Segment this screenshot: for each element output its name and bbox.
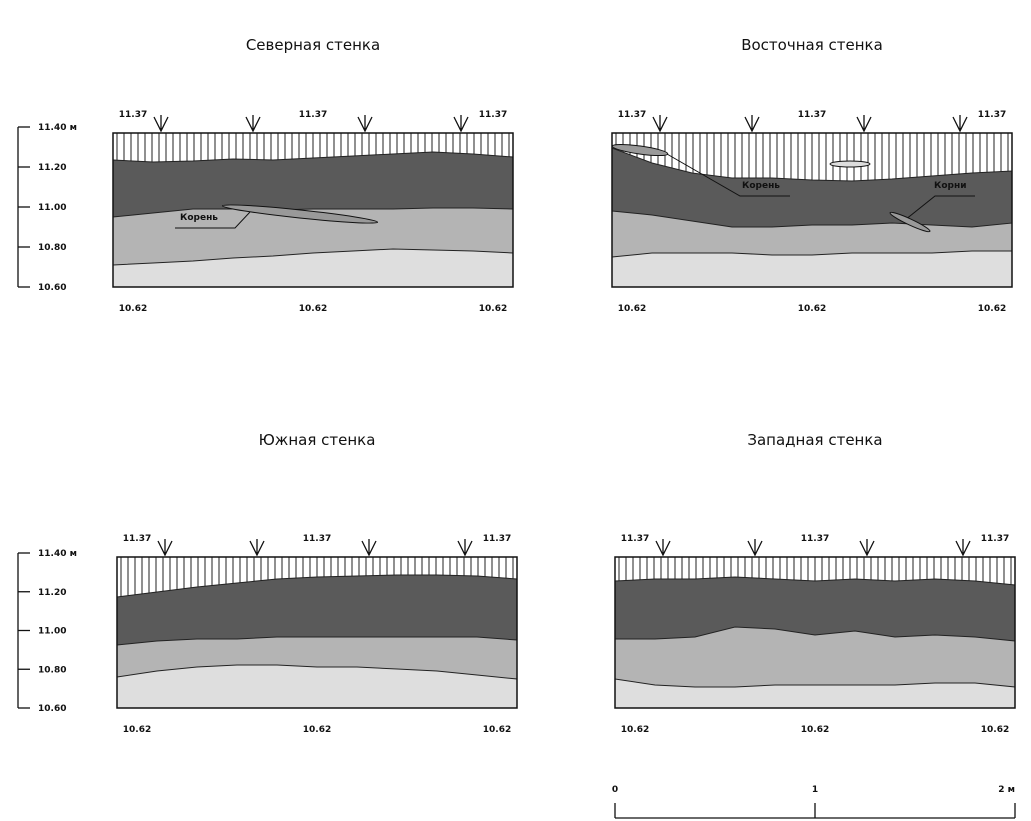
top-level: 11.37 (119, 110, 147, 120)
scale-label: 11.20 (38, 163, 66, 173)
root (889, 211, 931, 233)
top-level: 11.37 (303, 534, 331, 544)
level-arrow (153, 115, 169, 133)
top-level: 11.37 (483, 534, 511, 544)
bottom-level: 10.62 (123, 725, 151, 735)
root (221, 204, 379, 224)
scale-label: 11.40 м (38, 123, 77, 133)
level-arrow (744, 115, 760, 133)
top-level: 11.37 (798, 110, 826, 120)
bottom-level: 10.62 (483, 725, 511, 735)
wall-frame (611, 132, 1013, 288)
top-level: 11.37 (479, 110, 507, 120)
top-level: 11.37 (621, 534, 649, 544)
level-arrow (652, 115, 668, 133)
bottom-level: 10.62 (618, 304, 646, 314)
top-level: 11.37 (123, 534, 151, 544)
scale-bar-label: 2 м (998, 785, 1015, 795)
level-arrow (361, 539, 377, 557)
level-arrow (655, 539, 671, 557)
bottom-level: 10.62 (479, 304, 507, 314)
scale-label: 10.80 (38, 243, 66, 253)
level-arrow (357, 115, 373, 133)
leader (659, 149, 790, 197)
leader (904, 195, 975, 221)
level-arrow (245, 115, 261, 133)
level-arrow (457, 539, 473, 557)
top-level: 11.37 (618, 110, 646, 120)
bottom-level: 10.62 (303, 725, 331, 735)
level-arrow (747, 539, 763, 557)
wall-frame (116, 556, 518, 709)
scale-label: 10.60 (38, 283, 66, 293)
panel-title: Западная стенка (747, 431, 882, 449)
top-level: 11.37 (981, 534, 1009, 544)
root (829, 160, 871, 168)
level-arrow (859, 539, 875, 557)
scale-label: 10.80 (38, 665, 66, 675)
bottom-level: 10.62 (801, 725, 829, 735)
level-arrow (856, 115, 872, 133)
soil-layer (611, 250, 1013, 288)
leader (175, 211, 251, 229)
annotation: Корень (180, 213, 218, 223)
annotation: Корни (934, 181, 967, 191)
panel-title: Южная стенка (259, 431, 376, 449)
bottom-level: 10.62 (299, 304, 327, 314)
annotation: Корень (742, 181, 780, 191)
level-arrow (157, 539, 173, 557)
bottom-level: 10.62 (978, 304, 1006, 314)
root (611, 143, 669, 157)
scale-label: 11.20 (38, 588, 66, 598)
bottom-level: 10.62 (798, 304, 826, 314)
scale-label: 11.00 (38, 203, 66, 213)
top-level: 11.37 (801, 534, 829, 544)
scale-bar-label: 0 (612, 785, 618, 795)
scale-bar-label: 1 (812, 785, 818, 795)
scale-label: 11.40 м (38, 549, 77, 559)
bottom-level: 10.62 (981, 725, 1009, 735)
top-level: 11.37 (299, 110, 327, 120)
top-level: 11.37 (978, 110, 1006, 120)
level-arrow (453, 115, 469, 133)
wall-frame (112, 132, 514, 288)
wall-frame (614, 556, 1016, 709)
scale-label: 10.60 (38, 704, 66, 714)
panel-title: Восточная стенка (741, 36, 883, 54)
scale-label: 11.00 (38, 627, 66, 637)
level-arrow (249, 539, 265, 557)
level-arrow (952, 115, 968, 133)
bottom-level: 10.62 (621, 725, 649, 735)
bottom-level: 10.62 (119, 304, 147, 314)
panel-title: Северная стенка (246, 36, 380, 54)
level-arrow (955, 539, 971, 557)
